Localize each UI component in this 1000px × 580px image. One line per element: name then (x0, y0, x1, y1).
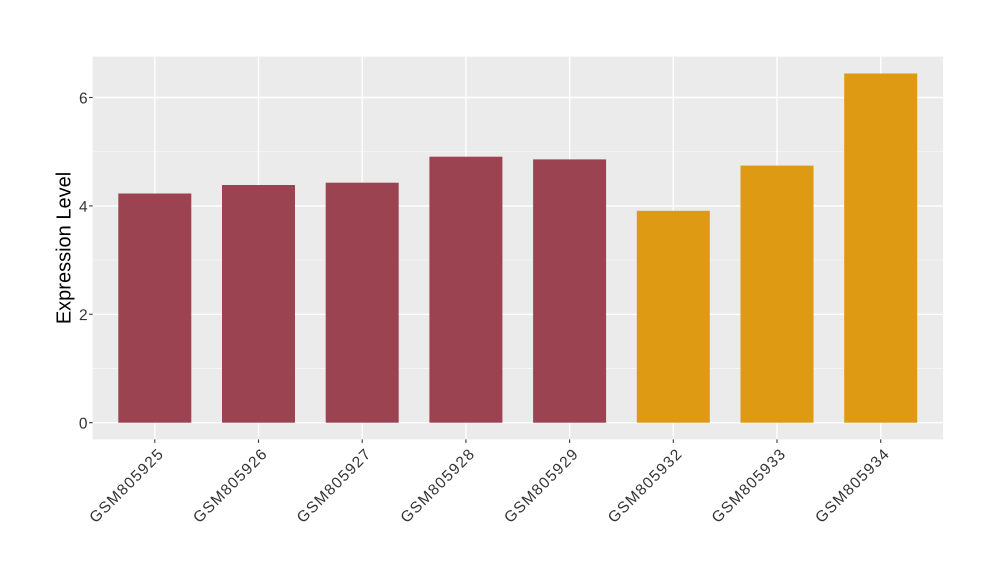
svg-text:Expression Level: Expression Level (54, 172, 76, 324)
svg-text:GSM805934: GSM805934 (812, 445, 893, 526)
svg-text:GSM805932: GSM805932 (605, 445, 686, 526)
svg-text:GSM805927: GSM805927 (294, 445, 375, 526)
svg-text:GSM805929: GSM805929 (501, 445, 582, 526)
svg-text:GSM805933: GSM805933 (709, 445, 790, 526)
svg-text:2: 2 (79, 307, 88, 324)
svg-text:GSM805925: GSM805925 (86, 445, 167, 526)
svg-text:4: 4 (79, 199, 88, 216)
svg-text:6: 6 (79, 90, 88, 107)
svg-text:0: 0 (79, 416, 88, 433)
svg-text:GSM805926: GSM805926 (190, 445, 271, 526)
svg-text:GSM805928: GSM805928 (398, 445, 479, 526)
